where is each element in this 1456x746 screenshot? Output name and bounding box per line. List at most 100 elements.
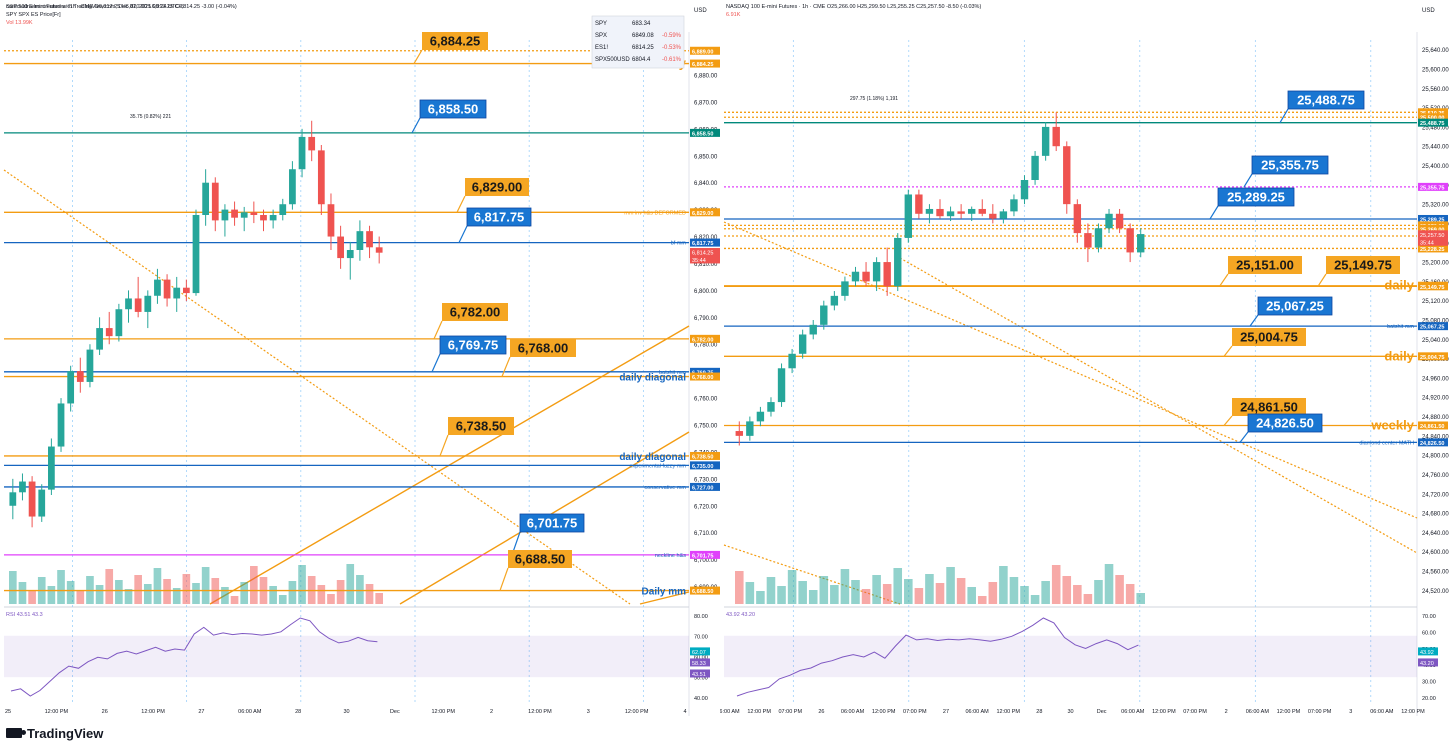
candle-body <box>883 262 891 287</box>
axis-price-tag: 6,889.00 <box>690 46 720 55</box>
candle-body <box>1084 233 1092 248</box>
volume-bar <box>872 575 881 604</box>
volume-bar <box>851 580 860 604</box>
candle-body <box>260 215 267 221</box>
candle <box>798 329 807 359</box>
candle <box>1063 141 1071 214</box>
candle-body <box>337 236 344 259</box>
price-callout: 25,151.00 <box>1219 256 1302 287</box>
y-tick-label: 25,120.00 <box>1422 299 1449 305</box>
volume-bar <box>269 586 277 604</box>
price-callout: 25,149.75 <box>1317 256 1400 287</box>
watchlist-price: 6814.25 <box>632 45 654 51</box>
rsi-title: RSI 43.51 43.3 <box>6 612 43 618</box>
candle <box>1126 223 1134 263</box>
tradingview-logo-icon <box>6 728 26 738</box>
es-futures-chart[interactable]: 6,880.006,870.006,860.006,850.006,840.00… <box>0 0 720 718</box>
volume-bar <box>134 575 142 604</box>
volume-bar <box>1104 564 1114 604</box>
price-callout: 6,817.75 <box>458 207 532 243</box>
candle-body <box>915 194 923 214</box>
y-tick-label: 24,520.00 <box>1422 589 1449 595</box>
axis-price-tag: 25,004.75 <box>1418 352 1448 361</box>
axis-price-tag: 6,884.25 <box>690 59 720 68</box>
axis-price-tag: 25,269.00 <box>1418 224 1448 233</box>
rsi-tick-label: 30.00 <box>1422 680 1436 686</box>
y-tick-label: 24,560.00 <box>1422 570 1449 576</box>
candle <box>375 236 383 264</box>
y-tick-label: 6,700.00 <box>694 558 718 564</box>
volume-bar <box>182 574 191 604</box>
price-callout-pointer <box>411 117 421 134</box>
candle <box>1041 122 1050 161</box>
volume-bar <box>115 580 123 604</box>
candle-body <box>28 481 36 517</box>
watchlist-change: -0.53% <box>662 45 682 51</box>
y-tick-label: 6,790.00 <box>694 316 718 322</box>
candle-body <box>250 212 258 215</box>
y-tick-label: 6,800.00 <box>694 289 718 295</box>
candle <box>28 476 36 528</box>
rsi-band <box>4 635 689 678</box>
candle <box>788 348 796 374</box>
x-tick-label: 06:00 AM <box>720 709 740 715</box>
y-tick-label: 6,710.00 <box>694 531 718 537</box>
y-tick-label: 24,880.00 <box>1422 415 1449 421</box>
volume-bar <box>317 585 326 604</box>
candle <box>366 225 373 259</box>
price-callout-text: 6,701.75 <box>527 516 578 531</box>
x-tick-label: 28 <box>1036 709 1042 715</box>
x-tick-label: Dec <box>1097 709 1107 715</box>
candle <box>182 279 190 302</box>
volume-bar <box>914 588 924 604</box>
rsi-value-tag-bg <box>1418 658 1438 667</box>
watchlist-symbol: ES1! <box>595 45 608 51</box>
candle <box>809 320 817 340</box>
candle <box>76 357 84 393</box>
volume-bar <box>935 583 945 604</box>
y-tick-label: 6,780.00 <box>694 343 718 349</box>
y-tick-label: 24,960.00 <box>1422 376 1449 382</box>
candle <box>841 276 849 301</box>
candle-body <box>269 215 277 221</box>
candle-body <box>38 489 46 517</box>
last-price-tag-text: 25,257.50 <box>1420 233 1444 239</box>
volume-bar <box>163 579 171 604</box>
candle <box>946 206 955 222</box>
rsi-value-tag: 43.51 <box>690 669 710 678</box>
volume-bar <box>967 587 976 604</box>
candle-body <box>1094 228 1103 248</box>
price-callout-pointer <box>501 356 511 377</box>
candle <box>1094 223 1103 253</box>
candle-body <box>925 208 934 214</box>
price-callout-box <box>442 303 508 321</box>
y-tick-label: 25,640.00 <box>1422 48 1449 54</box>
volume-bar <box>221 587 229 604</box>
level-annotation: diamond center MATH <box>1359 440 1414 446</box>
axis-price-tag-bg <box>690 367 720 376</box>
tradingview-logo: TradingView <box>6 724 103 742</box>
watchlist-price: 6849.08 <box>632 33 654 39</box>
price-callout: 24,826.50 <box>1239 413 1323 443</box>
candle <box>48 438 55 495</box>
x-tick-label: 06:00 AM <box>1246 709 1270 715</box>
y-tick-label: 24,680.00 <box>1422 512 1449 518</box>
price-callout-text: 6,768.00 <box>518 341 569 356</box>
candle-body <box>192 215 200 294</box>
volume-bar <box>819 576 829 604</box>
rsi-tick-label: 70.00 <box>1422 614 1436 620</box>
price-callout-text: 25,488.75 <box>1297 93 1355 108</box>
axis-price-tag: 25,149.75 <box>1418 282 1448 291</box>
volume-bar <box>1062 576 1072 604</box>
candle <box>830 291 839 311</box>
volume-bar <box>1125 584 1135 604</box>
candle-body <box>105 328 113 337</box>
candle <box>1137 228 1145 258</box>
nq-futures-chart[interactable]: 25,640.0025,600.0025,560.0025,520.0025,4… <box>720 0 1456 718</box>
volume-bar <box>745 582 755 604</box>
volume-bar <box>336 580 345 604</box>
axis-price-tag-bg <box>690 451 720 460</box>
currency-label: USD <box>1422 8 1435 14</box>
volume-bar <box>946 567 955 604</box>
candle-body <box>936 208 944 217</box>
